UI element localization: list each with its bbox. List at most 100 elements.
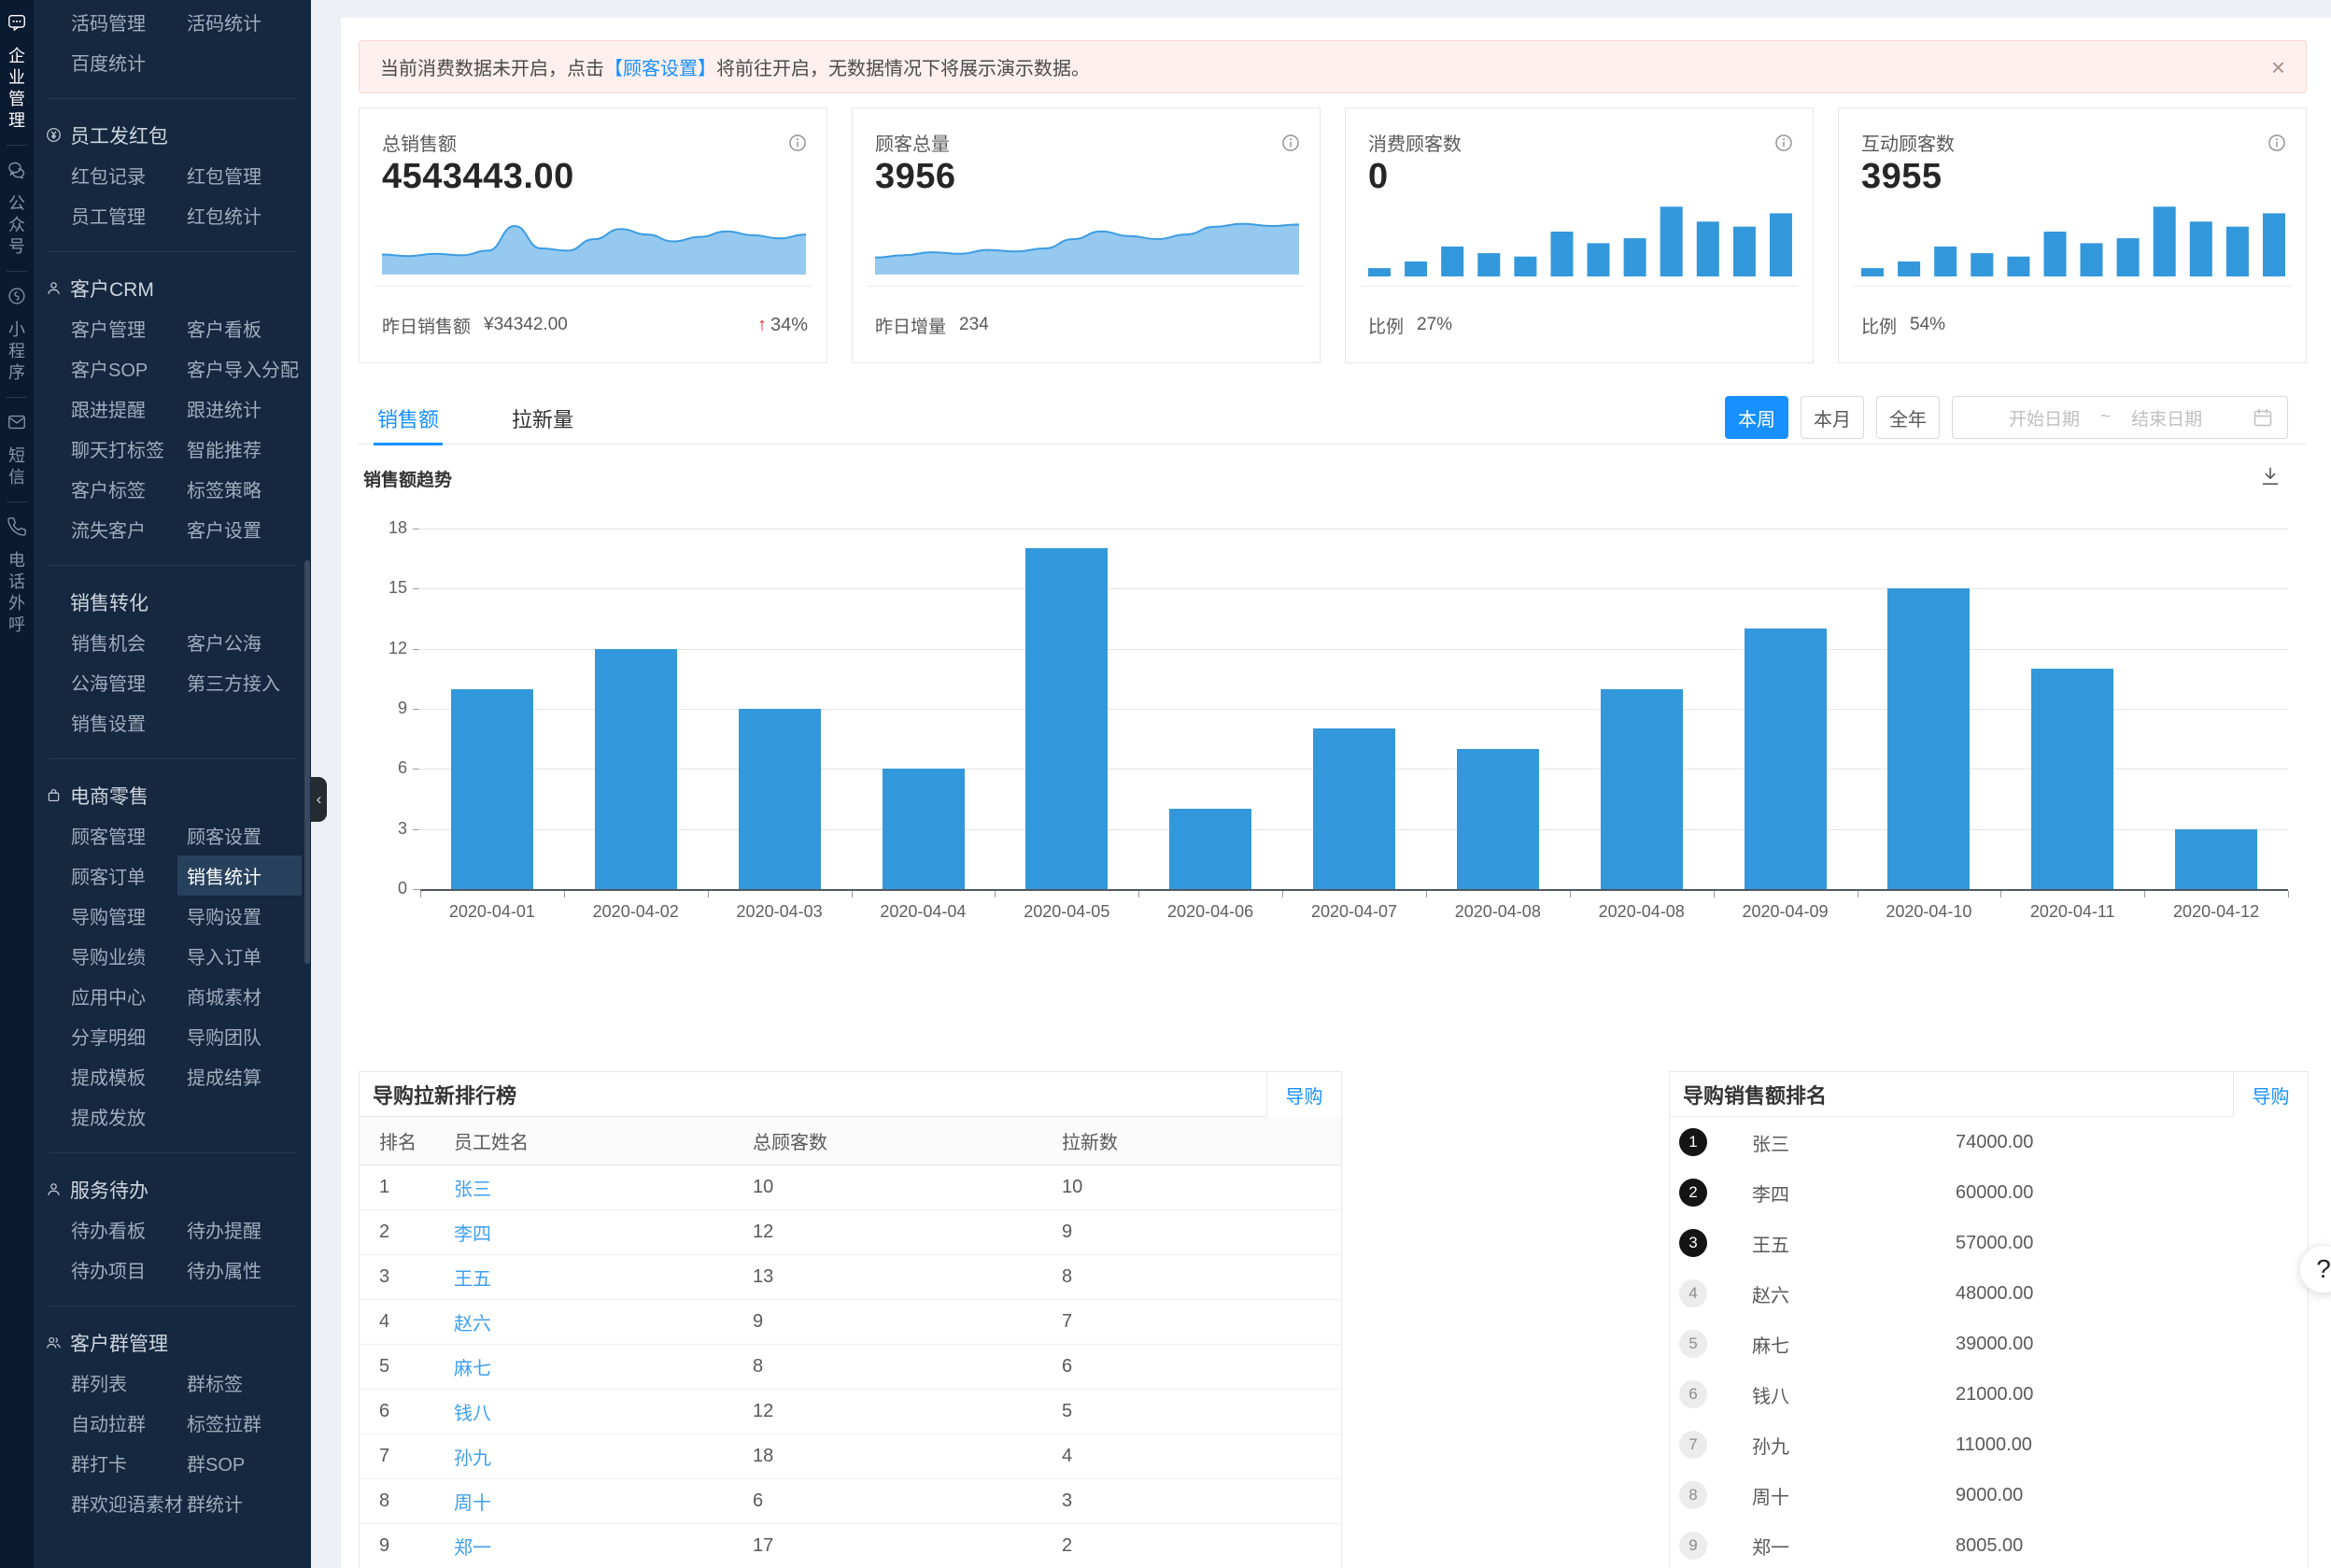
sidebar-item[interactable]: 顾客订单 bbox=[71, 868, 146, 888]
sidebar-cell: 员工管理 bbox=[62, 195, 177, 235]
info-icon[interactable] bbox=[1773, 133, 1794, 153]
tab-new-customers[interactable]: 拉新量 bbox=[512, 407, 574, 431]
sidebar-item[interactable]: 跟进统计 bbox=[187, 401, 261, 421]
sidebar-scrollbar[interactable] bbox=[304, 560, 310, 964]
tab-sales[interactable]: 销售额 bbox=[374, 391, 444, 445]
sidebar-item[interactable]: 导入订单 bbox=[187, 948, 261, 968]
guide-tab[interactable]: 导购 bbox=[2233, 1072, 2308, 1117]
sidebar-item[interactable]: 群统计 bbox=[187, 1495, 243, 1516]
sidebar-item[interactable]: 客户看板 bbox=[187, 320, 261, 341]
sidebar-row: 销售机会 客户公海 bbox=[34, 622, 311, 662]
info-icon[interactable] bbox=[787, 133, 808, 153]
employee-name-link[interactable]: 李四 bbox=[454, 1224, 491, 1245]
rank-cell: 4 bbox=[379, 1311, 390, 1332]
sidebar-item[interactable]: 客户管理 bbox=[71, 320, 146, 341]
sidebar-group-title-row: 客户CRM bbox=[34, 268, 311, 308]
sidebar-divider bbox=[49, 98, 296, 99]
rail-tab-1[interactable]: 企业管理 bbox=[0, 0, 34, 143]
employee-name-link[interactable]: 张三 bbox=[454, 1180, 491, 1200]
sidebar-item[interactable]: 群SOP bbox=[187, 1455, 246, 1476]
sidebar-item[interactable]: 红包统计 bbox=[187, 207, 261, 228]
info-icon[interactable] bbox=[2267, 133, 2287, 153]
list-item: 3 王五 57000.00 bbox=[1670, 1218, 2308, 1268]
sidebar-item[interactable]: 客户公海 bbox=[187, 634, 261, 655]
sidebar-item[interactable]: 分享明细 bbox=[71, 1028, 146, 1049]
sidebar-item[interactable]: 活码管理 bbox=[71, 14, 146, 35]
sidebar-item[interactable]: 导购业绩 bbox=[71, 948, 146, 968]
period-button-1[interactable]: 本周 bbox=[1725, 396, 1788, 439]
sidebar-item[interactable]: 标签拉群 bbox=[187, 1415, 261, 1435]
sidebar-item[interactable]: 待办属性 bbox=[187, 1262, 261, 1282]
sidebar-cell: 客户导入分配 bbox=[177, 348, 302, 388]
sidebar-item[interactable]: 商城素材 bbox=[187, 988, 261, 1009]
sidebar-item[interactable]: 客户导入分配 bbox=[187, 360, 299, 381]
y-axis-label: 18 bbox=[388, 518, 407, 537]
sidebar-item[interactable]: 提成模板 bbox=[71, 1068, 146, 1089]
employee-name-link[interactable]: 郑一 bbox=[454, 1538, 491, 1559]
download-icon[interactable] bbox=[2258, 464, 2282, 488]
sidebar-item[interactable]: 群打卡 bbox=[71, 1455, 127, 1476]
sidebar-item[interactable]: 应用中心 bbox=[71, 988, 146, 1009]
chart-bar bbox=[1313, 728, 1395, 889]
sidebar-item[interactable]: 员工管理 bbox=[71, 207, 146, 228]
sidebar-item[interactable]: 导购管理 bbox=[71, 908, 146, 928]
sidebar-item[interactable]: 聊天打标签 bbox=[71, 441, 164, 461]
employee-name-link[interactable]: 麻七 bbox=[454, 1359, 491, 1379]
employee-name-link[interactable]: 孙九 bbox=[454, 1448, 491, 1469]
sidebar-item[interactable]: 百度统计 bbox=[71, 54, 146, 75]
period-button-3[interactable]: 全年 bbox=[1876, 396, 1940, 439]
employee-name-link[interactable]: 赵六 bbox=[454, 1314, 491, 1335]
sidebar-group-title: 销售转化 bbox=[70, 592, 148, 614]
sidebar-item[interactable]: 导购设置 bbox=[187, 908, 261, 928]
sidebar-item[interactable]: 红包管理 bbox=[187, 167, 261, 188]
sidebar-item[interactable]: 标签策略 bbox=[187, 481, 261, 501]
guide-tab[interactable]: 导购 bbox=[1266, 1072, 1341, 1117]
rank-badge: 9 bbox=[1679, 1532, 1707, 1560]
sidebar-item[interactable]: 销售设置 bbox=[71, 714, 146, 735]
column-header: 总顾客数 bbox=[753, 1133, 827, 1153]
sidebar-item[interactable]: 销售统计 bbox=[177, 855, 302, 896]
x-axis-tick bbox=[1138, 891, 1140, 897]
sidebar-item[interactable]: 活码统计 bbox=[187, 14, 261, 35]
sidebar-item[interactable]: 提成结算 bbox=[187, 1068, 261, 1089]
period-button-2[interactable]: 本月 bbox=[1801, 396, 1864, 439]
sidebar-item[interactable]: 提成发放 bbox=[71, 1109, 146, 1129]
x-axis-label: 2020-04-05 bbox=[1024, 902, 1110, 921]
date-range-picker[interactable]: 开始日期 ~ 结束日期 bbox=[1952, 396, 2288, 439]
sidebar-item[interactable]: 顾客管理 bbox=[71, 827, 146, 848]
info-icon[interactable] bbox=[1280, 133, 1301, 153]
rail-tab-4[interactable]: 短信 bbox=[0, 400, 34, 500]
sidebar-item[interactable]: 群欢迎语素材 bbox=[71, 1495, 183, 1516]
sidebar-item[interactable]: 客户标签 bbox=[71, 481, 146, 501]
sidebar-cell: 提成结算 bbox=[177, 1056, 302, 1096]
banner-close-icon[interactable]: × bbox=[2270, 52, 2285, 81]
rank-badge: 7 bbox=[1679, 1431, 1707, 1459]
sidebar-item[interactable]: 群列表 bbox=[71, 1375, 127, 1395]
sidebar-item[interactable]: 导购团队 bbox=[187, 1028, 261, 1049]
sidebar-item[interactable]: 销售机会 bbox=[71, 634, 146, 655]
sidebar-collapse-handle[interactable]: ‹ bbox=[311, 777, 327, 822]
sidebar-item[interactable]: 红包记录 bbox=[71, 167, 146, 188]
sidebar-cell bbox=[177, 42, 302, 82]
sidebar-item[interactable]: 客户SOP bbox=[71, 360, 148, 381]
sidebar-item[interactable]: 智能推荐 bbox=[187, 441, 261, 461]
rail-tab-2[interactable]: 公众号 bbox=[0, 148, 34, 269]
sidebar-item[interactable]: 第三方接入 bbox=[187, 674, 280, 695]
employee-name-link[interactable]: 周十 bbox=[454, 1493, 491, 1514]
banner-customer-settings-link[interactable]: 【顾客设置】 bbox=[604, 59, 716, 79]
sidebar-item[interactable]: 自动拉群 bbox=[71, 1415, 146, 1435]
sidebar-item[interactable]: 客户设置 bbox=[187, 521, 261, 542]
employee-name-link[interactable]: 王五 bbox=[454, 1269, 491, 1290]
sidebar-item[interactable]: 待办项目 bbox=[71, 1262, 146, 1282]
sidebar-item[interactable]: 待办看板 bbox=[71, 1222, 146, 1242]
sidebar-item[interactable]: 公海管理 bbox=[71, 674, 146, 695]
sidebar-item[interactable]: 群标签 bbox=[187, 1375, 243, 1395]
sidebar-item[interactable]: 待办提醒 bbox=[187, 1222, 261, 1242]
sidebar-item[interactable]: 流失客户 bbox=[71, 521, 146, 542]
sidebar-item[interactable]: 跟进提醒 bbox=[71, 401, 146, 421]
rail-tab-3[interactable]: 小程序 bbox=[0, 274, 34, 395]
sidebar-divider bbox=[49, 251, 296, 252]
employee-name-link[interactable]: 钱八 bbox=[454, 1404, 491, 1424]
sidebar-item[interactable]: 顾客设置 bbox=[187, 827, 261, 848]
rail-tab-5[interactable]: 电话外呼 bbox=[0, 504, 34, 647]
